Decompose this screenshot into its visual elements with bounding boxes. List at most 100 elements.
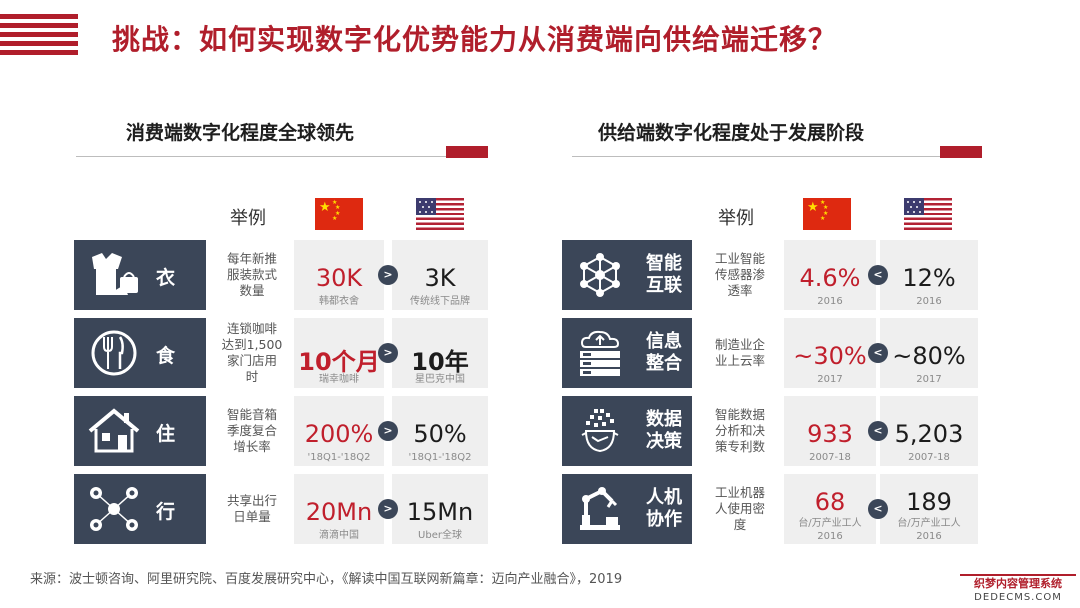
left-section-tab — [446, 146, 488, 158]
china-value-source: 瑞幸咖啡 — [319, 374, 359, 385]
watermark-line1: 织梦内容管理系统 — [974, 577, 1062, 590]
usa-value-cell: 10年 星巴克中国 — [392, 318, 488, 388]
usa-value-cell: 50% '18Q1-'18Q2 — [392, 396, 488, 466]
china-value: 68 — [814, 488, 846, 516]
category-label: 行 — [156, 501, 176, 523]
usa-value-unit: 台/万产业工人 — [897, 518, 961, 529]
category-cell: 数据 决策 — [562, 396, 692, 466]
right-section-title: 供给端数字化程度处于发展阶段 — [598, 122, 865, 144]
example-text: 每年新推 服装款式 数量 — [226, 251, 277, 298]
category-label: 数据 决策 — [646, 409, 682, 452]
chevron-left-icon: < — [868, 265, 888, 285]
page-title: 挑战：如何实现数字化优势能力从消费端向供给端迁移？ — [112, 23, 838, 56]
right-header-example: 举例 — [718, 208, 754, 229]
china-value-cell: 10个月 瑞幸咖啡 — [294, 318, 384, 388]
left-header-example: 举例 — [230, 208, 266, 229]
china-value-source: 滴滴中国 — [319, 530, 359, 541]
china-value-cell: 4.6% 2016 — [784, 240, 876, 310]
usa-value-cell: 12% 2016 — [880, 240, 978, 310]
example-text: 连锁咖啡 达到1,500 家门店用时 — [221, 321, 283, 384]
category-cell: 住 — [74, 396, 206, 466]
source-note: 来源：波士顿咨询、阿里研究院、百度发展研究中心，《解读中国互联网新篇章：迈向产业… — [30, 572, 623, 587]
category-cell: 信息 整合 — [562, 318, 692, 388]
china-flag-icon: ★ ★ ★ ★ ★ — [315, 198, 363, 230]
network-icon — [580, 253, 620, 297]
example-text: 共享出行 日单量 — [226, 493, 277, 524]
usa-value-source: Uber全球 — [418, 530, 462, 541]
usa-value: 50% — [413, 420, 467, 448]
china-value-source: '18Q1-'18Q2 — [307, 452, 371, 463]
usa-value-cell: ~80% 2017 — [880, 318, 978, 388]
china-value: 30K — [315, 264, 363, 292]
left-section-rule — [76, 156, 446, 157]
example-text: 工业机器 人使用密度 — [714, 485, 765, 532]
example-text: 智能音箱 季度复合 增长率 — [226, 407, 277, 454]
category-label: 智能 互联 — [646, 253, 682, 296]
house-icon — [88, 408, 140, 453]
ai-head-icon — [581, 409, 619, 453]
china-value-year: 2007-18 — [809, 452, 851, 463]
example-text: 制造业企 业上云率 — [714, 337, 765, 368]
china-value-year: 2016 — [817, 531, 843, 542]
china-value-cell: 68 台/万产业工人 2016 — [784, 474, 876, 544]
category-cell: 行 — [74, 474, 206, 544]
cloud-server-icon — [580, 330, 620, 376]
china-value-cell: 200% '18Q1-'18Q2 — [294, 396, 384, 466]
title-stripes — [0, 14, 78, 59]
china-value: 933 — [807, 420, 853, 448]
right-row-human-robot: 人机 协作 工业机器 人使用密度 68 台/万产业工人 2016 189 台/万产业… — [562, 474, 978, 544]
example-text: 工业智能 传感器渗 透率 — [714, 251, 765, 298]
usa-value: 15Mn — [406, 498, 474, 526]
chevron-right-icon: > — [378, 421, 398, 441]
category-label: 住 — [156, 423, 176, 445]
china-value: 4.6% — [799, 264, 861, 292]
usa-value-cell: 189 台/万产业工人 2016 — [880, 474, 978, 544]
china-value: 20Mn — [305, 498, 373, 526]
china-value-cell: 933 2007-18 — [784, 396, 876, 466]
usa-value: ~80% — [892, 342, 966, 370]
usa-flag-icon — [904, 198, 952, 230]
usa-value-source: 星巴克中国 — [415, 374, 465, 385]
usa-value-year: 2016 — [916, 531, 942, 542]
usa-value-cell: 5,203 2007-18 — [880, 396, 978, 466]
right-row-data-decision: 数据 决策 智能数据 分析和决 策专利数 933 2007-18 5,203 2007… — [562, 396, 978, 466]
china-value-cell: 20Mn 滴滴中国 — [294, 474, 384, 544]
right-row-info-integration: 信息 整合 制造业企 业上云率 ~30% 2017 ~80% 2017 < — [562, 318, 978, 388]
example-text: 智能数据 分析和决 策专利数 — [714, 407, 765, 454]
usa-flag-icon — [416, 198, 464, 230]
china-value-unit: 台/万产业工人 — [798, 518, 862, 529]
dining-icon — [91, 330, 137, 376]
category-label: 人机 协作 — [646, 487, 682, 530]
watermark-logo: 织梦内容管理系统 DEDECMS.COM — [960, 574, 1076, 605]
usa-value-year: 2017 — [916, 374, 942, 385]
china-value: ~30% — [793, 342, 867, 370]
usa-value-year: 2016 — [916, 296, 942, 307]
left-section-title: 消费端数字化程度全球领先 — [126, 122, 355, 144]
china-value-year: 2017 — [817, 374, 843, 385]
category-cell: 人机 协作 — [562, 474, 692, 544]
right-section-rule — [572, 156, 940, 157]
category-cell: 食 — [74, 318, 206, 388]
left-row-transport: 行 共享出行 日单量 20Mn 滴滴中国 15Mn Uber全球 > — [74, 474, 488, 544]
usa-value: 3K — [424, 264, 456, 292]
china-value-cell: ~30% 2017 — [784, 318, 876, 388]
china-value-cell: 30K 韩都衣舍 — [294, 240, 384, 310]
watermark-line2: DEDECMS.COM — [974, 592, 1062, 603]
usa-value-cell: 3K 传统线下品牌 — [392, 240, 488, 310]
clothing-icon — [92, 253, 138, 295]
usa-value-cell: 15Mn Uber全球 — [392, 474, 488, 544]
usa-value-source: 传统线下品牌 — [410, 296, 470, 307]
china-value-year: 2016 — [817, 296, 843, 307]
china-value: 10个月 — [298, 348, 380, 376]
category-cell: 智能 互联 — [562, 240, 692, 310]
usa-value: 10年 — [411, 348, 469, 376]
robot-arm-icon — [580, 487, 620, 530]
left-row-housing: 住 智能音箱 季度复合 增长率 200% '18Q1-'18Q2 50% '18Q1… — [74, 396, 488, 466]
left-row-clothing: 衣 每年新推 服装款式 数量 30K 韩都衣舍 3K 传统线下品牌 > — [74, 240, 488, 310]
chevron-right-icon: > — [378, 265, 398, 285]
china-value-source: 韩都衣舍 — [319, 296, 359, 307]
usa-value: 189 — [906, 488, 952, 516]
usa-value: 5,203 — [894, 420, 964, 448]
usa-value: 12% — [902, 264, 956, 292]
china-flag-icon: ★ ★ ★ ★ ★ — [803, 198, 851, 230]
